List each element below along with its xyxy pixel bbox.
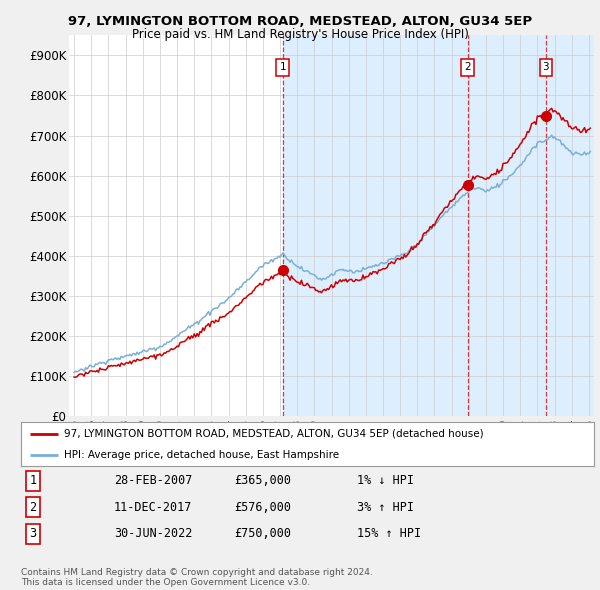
Text: 28-FEB-2007: 28-FEB-2007 — [114, 474, 193, 487]
Text: 3: 3 — [29, 527, 37, 540]
Text: Contains HM Land Registry data © Crown copyright and database right 2024.
This d: Contains HM Land Registry data © Crown c… — [21, 568, 373, 587]
Text: 1% ↓ HPI: 1% ↓ HPI — [357, 474, 414, 487]
Text: 97, LYMINGTON BOTTOM ROAD, MEDSTEAD, ALTON, GU34 5EP: 97, LYMINGTON BOTTOM ROAD, MEDSTEAD, ALT… — [68, 15, 532, 28]
Text: HPI: Average price, detached house, East Hampshire: HPI: Average price, detached house, East… — [64, 450, 339, 460]
Text: 3% ↑ HPI: 3% ↑ HPI — [357, 501, 414, 514]
Text: 11-DEC-2017: 11-DEC-2017 — [114, 501, 193, 514]
Text: Price paid vs. HM Land Registry's House Price Index (HPI): Price paid vs. HM Land Registry's House … — [131, 28, 469, 41]
Text: £365,000: £365,000 — [234, 474, 291, 487]
Text: 2: 2 — [464, 63, 471, 73]
Bar — [283, 35, 594, 416]
Text: 1: 1 — [29, 474, 37, 487]
Text: 3: 3 — [542, 63, 549, 73]
Text: 2: 2 — [29, 501, 37, 514]
Text: 30-JUN-2022: 30-JUN-2022 — [114, 527, 193, 540]
Text: £750,000: £750,000 — [234, 527, 291, 540]
Text: 97, LYMINGTON BOTTOM ROAD, MEDSTEAD, ALTON, GU34 5EP (detached house): 97, LYMINGTON BOTTOM ROAD, MEDSTEAD, ALT… — [64, 429, 484, 439]
Text: 1: 1 — [280, 63, 286, 73]
Text: 15% ↑ HPI: 15% ↑ HPI — [357, 527, 421, 540]
Text: £576,000: £576,000 — [234, 501, 291, 514]
